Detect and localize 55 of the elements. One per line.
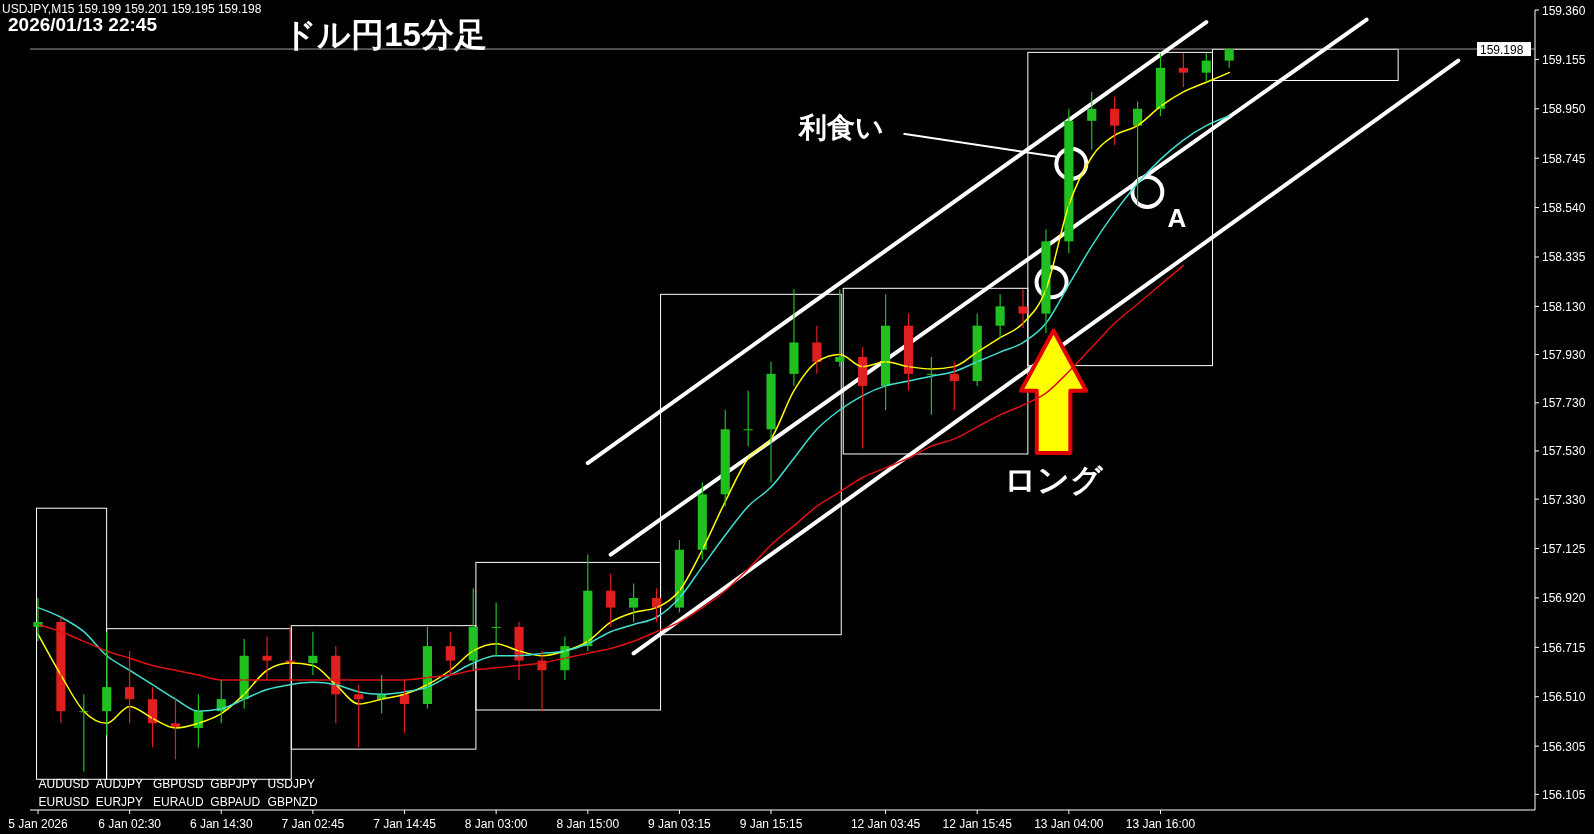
y-tick-label: 156.715 — [1542, 640, 1586, 655]
chart-subtitle: 2026/01/13 22:45 — [8, 14, 158, 35]
x-tick-label: 6 Jan 14:30 — [189, 817, 253, 831]
x-tick-label: 7 Jan 02:45 — [281, 817, 345, 831]
y-tick-label: 156.305 — [1542, 739, 1586, 754]
y-tick-label: 158.335 — [1542, 250, 1586, 265]
x-tick-label: 9 Jan 03:15 — [648, 817, 712, 831]
annotation: GBPNZD — [267, 795, 318, 810]
candlestick — [1018, 288, 1028, 329]
y-tick-label: 159.360 — [1542, 3, 1586, 18]
y-tick-label: 157.330 — [1542, 492, 1586, 507]
x-tick-label: 7 Jan 14:45 — [373, 817, 437, 831]
y-tick-label: 156.920 — [1542, 591, 1586, 606]
y-tick-label: 156.510 — [1542, 690, 1586, 705]
annotation: GBPAUD — [210, 795, 261, 810]
x-tick-label: 12 Jan 03:45 — [850, 817, 921, 831]
annotation: GBPJPY — [210, 777, 258, 792]
chart-title: ドル円15分足 — [283, 16, 487, 53]
annotation: A — [1167, 203, 1187, 234]
annotation: AUDUSD — [38, 777, 90, 792]
x-tick-label: 13 Jan 04:00 — [1034, 817, 1104, 831]
y-tick-label: 157.730 — [1542, 396, 1586, 411]
y-tick-label: 156.105 — [1542, 787, 1586, 802]
x-tick-label: 5 Jan 2026 — [8, 817, 69, 831]
candlestick — [835, 288, 845, 368]
annotation: GBPUSD — [153, 777, 205, 792]
annotation: EURJPY — [95, 795, 144, 810]
x-tick-label: 8 Jan 03:00 — [464, 817, 528, 831]
y-tick-label: 157.125 — [1542, 542, 1586, 557]
y-tick-label: 158.950 — [1542, 102, 1586, 117]
x-tick-label: 12 Jan 15:45 — [942, 817, 1013, 831]
candlestick — [445, 631, 455, 676]
annotation: EURAUD — [153, 795, 205, 810]
annotation: ロング — [1004, 462, 1105, 499]
y-tick-label: 158.130 — [1542, 299, 1586, 314]
annotation: USDJPY — [267, 777, 315, 792]
x-tick-label: 13 Jan 16:00 — [1125, 817, 1196, 831]
y-tick-label: 158.745 — [1542, 151, 1586, 166]
annotation: 利食い — [797, 111, 884, 143]
y-tick-label: 157.530 — [1542, 444, 1586, 459]
annotation: USDJPY,M15 159.199 159.201 159.195 159.198 — [2, 2, 262, 16]
candlestick — [354, 684, 364, 748]
x-tick-label: 8 Jan 15:00 — [556, 817, 620, 831]
y-tick-label: 158.540 — [1542, 201, 1586, 216]
candlestick — [1178, 52, 1188, 88]
candlestick — [1224, 47, 1234, 69]
candlestick — [262, 635, 272, 681]
y-tick-label: 159.155 — [1542, 52, 1586, 67]
x-tick-label: 6 Jan 02:30 — [98, 817, 162, 831]
annotation: EURUSD — [38, 795, 90, 810]
annotation: AUDJPY — [95, 777, 144, 792]
y-tick-label: 157.930 — [1542, 348, 1586, 363]
x-tick-label: 9 Jan 15:15 — [739, 817, 803, 831]
ref-line-label: 159.198 — [1480, 42, 1524, 57]
candlestick — [629, 582, 639, 623]
